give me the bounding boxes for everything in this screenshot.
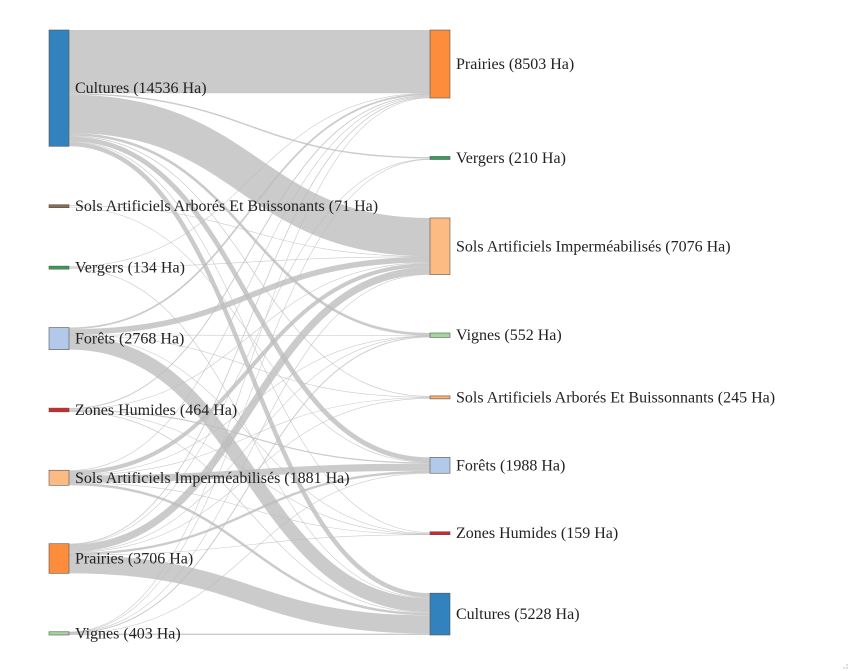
sankey-link-cultures-to-vergers[interactable] <box>68 93 431 159</box>
target-label-vignes: Vignes (552 Ha) <box>456 327 562 344</box>
labels-layer: Cultures (14536 Ha) Sols Artificiels Arbo… <box>75 56 775 642</box>
target-label-forets: Forêts (1988 Ha) <box>456 457 565 474</box>
target-node-forets[interactable] <box>429 457 451 474</box>
sankey-link-sai-to-sai[interactable] <box>68 263 431 475</box>
sankey-link-sai-to-prairies[interactable] <box>68 96 431 471</box>
source-label-vergers: Vergers (134 Ha) <box>75 260 185 277</box>
target-label-safab: Sols Artificiels Arborés Et Buissonnants… <box>456 389 775 406</box>
target-label-zh: Zones Humides (159 Ha) <box>456 525 618 542</box>
target-node-zh[interactable] <box>429 531 451 536</box>
target-node-vergers[interactable] <box>429 156 451 160</box>
sankey-link-prairies-to-cultures[interactable] <box>68 555 431 634</box>
sankey-link-vergers-to-cultures[interactable] <box>68 268 431 599</box>
sankey-link-forets-to-prairies[interactable] <box>68 93 431 330</box>
sankey-link-prairies-to-prairies[interactable] <box>68 96 431 545</box>
resize-grip-icon[interactable] <box>840 661 848 669</box>
target-node-vignes[interactable] <box>429 332 451 338</box>
sankey-link-vergers-to-sai[interactable] <box>68 256 431 268</box>
links-layer <box>68 29 431 636</box>
source-label-prairies: Prairies (3706 Ha) <box>75 551 193 568</box>
sankey-link-forets-to-vignes[interactable] <box>68 334 431 337</box>
target-node-prairies[interactable] <box>429 29 451 99</box>
sankey-link-cultures-to-forets[interactable] <box>68 136 431 463</box>
source-node-vergers[interactable] <box>48 265 70 270</box>
source-node-sai[interactable] <box>48 469 70 486</box>
source-node-vignes[interactable] <box>48 631 70 636</box>
source-label-sai: Sols Artificiels Imperméabilisés (1881 H… <box>75 470 350 487</box>
target-label-cultures: Cultures (5228 Ha) <box>456 606 580 623</box>
sankey-link-safab-to-sai[interactable] <box>68 205 431 257</box>
sankey-link-forets-to-zh[interactable] <box>68 335 431 534</box>
sankey-link-vignes-to-vergers[interactable] <box>68 159 431 633</box>
source-label-safab: Sols Artificiels Arborés Et Buissonants … <box>75 198 378 215</box>
sankey-link-prairies-to-vergers[interactable] <box>68 158 431 545</box>
sankey-link-zh-to-sai[interactable] <box>68 262 431 410</box>
sankey-link-prairies-to-sai[interactable] <box>68 267 431 552</box>
nodes-layer <box>48 29 451 636</box>
source-label-cultures: Cultures (14536 Ha) <box>75 80 207 97</box>
sankey-link-vergers-to-prairies[interactable] <box>68 93 431 267</box>
source-node-prairies[interactable] <box>48 543 70 574</box>
sankey-link-prairies-to-zh[interactable] <box>68 534 431 556</box>
sankey-link-cultures-to-zh[interactable] <box>68 141 431 533</box>
sankey-link-prairies-to-safab[interactable] <box>68 398 431 553</box>
sankey-link-cultures-to-sai[interactable] <box>68 94 431 257</box>
target-label-prairies: Prairies (8503 Ha) <box>456 56 574 73</box>
sankey-link-vignes-to-forets[interactable] <box>68 472 431 634</box>
source-node-forets[interactable] <box>48 327 70 350</box>
sankey-link-vignes-to-prairies[interactable] <box>68 97 431 633</box>
target-node-cultures[interactable] <box>429 592 451 636</box>
target-label-vergers: Vergers (210 Ha) <box>456 150 566 167</box>
target-node-sai[interactable] <box>429 217 451 275</box>
sankey-link-sai-to-forets[interactable] <box>68 463 431 483</box>
source-node-safab[interactable] <box>48 204 70 209</box>
sankey-link-vignes-to-sai[interactable] <box>68 274 431 633</box>
sankey-link-forets-to-sai[interactable] <box>68 256 431 335</box>
sankey-link-vignes-to-vignes[interactable] <box>68 336 431 634</box>
sankey-link-prairies-to-vignes[interactable] <box>68 335 431 553</box>
sankey-link-cultures-to-safab[interactable] <box>68 135 431 397</box>
sankey-link-sai-to-safab[interactable] <box>68 397 431 476</box>
sankey-link-zh-to-prairies[interactable] <box>68 95 431 410</box>
source-label-forets: Forêts (2768 Ha) <box>75 331 184 348</box>
target-label-sai: Sols Artificiels Imperméabilisés (7076 H… <box>456 238 731 255</box>
source-node-cultures[interactable] <box>48 29 70 147</box>
sankey-link-cultures-to-vignes[interactable] <box>68 133 431 336</box>
sankey-link-sai-to-cultures[interactable] <box>68 482 431 616</box>
source-label-zh: Zones Humides (464 Ha) <box>75 402 237 419</box>
sankey-link-safab-to-forets[interactable] <box>68 206 431 463</box>
sankey-link-sai-to-zh[interactable] <box>68 482 431 535</box>
target-node-safab[interactable] <box>429 395 451 400</box>
source-label-vignes: Vignes (403 Ha) <box>75 625 181 642</box>
sankey-link-prairies-to-forets[interactable] <box>68 470 431 556</box>
source-node-zh[interactable] <box>48 407 70 413</box>
